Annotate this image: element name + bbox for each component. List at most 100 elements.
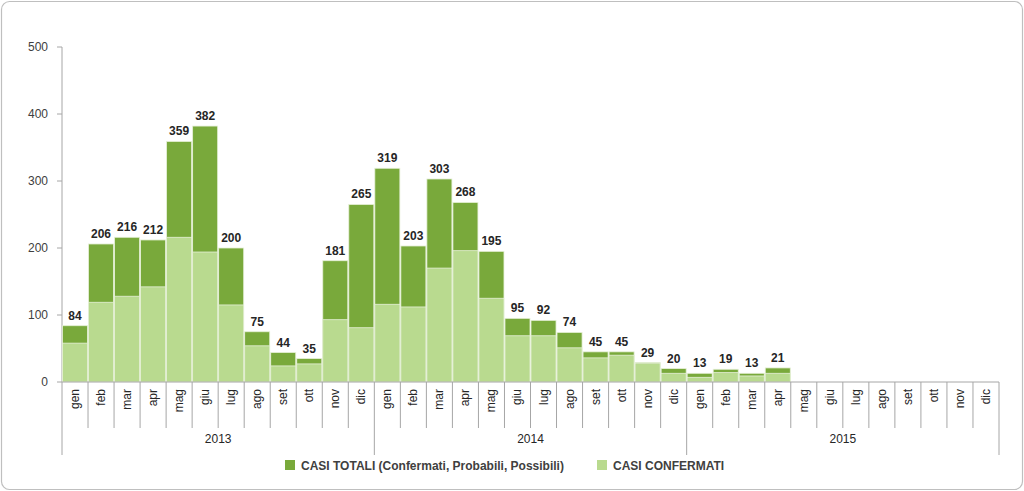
data-label: 35 — [303, 342, 317, 356]
category-separator — [270, 382, 271, 428]
bar — [219, 248, 244, 382]
bar — [453, 202, 478, 382]
x-tick-label: ott — [927, 388, 941, 402]
x-tick-label: giu — [198, 389, 212, 405]
y-tick — [57, 248, 62, 249]
category-separator — [634, 382, 635, 428]
bar — [583, 358, 608, 382]
x-tick-label: nov — [328, 389, 342, 408]
category-separator — [920, 382, 921, 428]
data-label: 212 — [143, 223, 163, 237]
bar — [63, 343, 88, 382]
data-label: 21 — [771, 351, 785, 365]
bar — [323, 320, 348, 382]
x-tick-label: apr — [771, 389, 785, 406]
bar — [453, 251, 478, 382]
category-separator — [868, 382, 869, 428]
bar — [687, 377, 712, 382]
category-separator — [88, 382, 89, 428]
x-tick-label: feb — [406, 389, 420, 406]
bar — [635, 363, 660, 382]
group-separator — [62, 382, 63, 455]
x-tick-label: giu — [823, 389, 837, 405]
x-tick-label: nov — [953, 389, 967, 408]
bar — [141, 287, 166, 382]
bar — [427, 179, 452, 382]
category-separator — [582, 382, 583, 428]
category-separator — [244, 382, 245, 428]
y-tick-label: 0 — [41, 375, 48, 389]
data-label: 203 — [403, 229, 423, 243]
bar — [531, 320, 556, 382]
x-tick-label: dic — [354, 389, 368, 404]
legend-label: CASI TOTALI (Confermati, Probabili, Poss… — [301, 459, 564, 473]
y-tick-label: 300 — [28, 174, 48, 188]
chart: 0100200300400500842062162123593822007544… — [0, 0, 1024, 491]
bar — [115, 296, 140, 382]
data-label: 75 — [251, 315, 265, 329]
x-tick-label: ago — [250, 389, 264, 409]
x-tick-label: gen — [68, 389, 82, 409]
bar — [661, 369, 686, 382]
data-label: 44 — [277, 336, 291, 350]
category-separator — [218, 382, 219, 428]
bar — [531, 336, 556, 382]
category-separator — [816, 382, 817, 428]
x-tick-label: feb — [94, 389, 108, 406]
data-label: 95 — [511, 301, 525, 315]
bar — [687, 373, 712, 382]
category-separator — [738, 382, 739, 428]
bar — [245, 332, 270, 382]
data-label: 195 — [481, 234, 501, 248]
data-label: 206 — [91, 227, 111, 241]
category-separator — [972, 382, 973, 428]
y-tick-label: 400 — [28, 107, 48, 121]
bar — [765, 368, 790, 382]
bar — [167, 237, 192, 382]
bar — [505, 318, 530, 382]
x-tick-label: set — [901, 388, 915, 405]
bar — [557, 332, 582, 382]
category-separator — [478, 382, 479, 428]
bar — [609, 352, 634, 382]
x-tick-label: nov — [641, 389, 655, 408]
bar — [401, 246, 426, 382]
data-label: 268 — [455, 185, 475, 199]
x-tick-label: dic — [667, 389, 681, 404]
y-tick-label: 200 — [28, 241, 48, 255]
data-label: 13 — [693, 356, 707, 370]
bar — [427, 268, 452, 382]
bar — [297, 364, 322, 382]
category-separator — [946, 382, 947, 428]
bar — [349, 204, 374, 382]
category-separator — [296, 382, 297, 428]
bar — [193, 252, 218, 382]
y-tick — [57, 114, 62, 115]
bar — [141, 240, 166, 382]
bar — [739, 373, 764, 382]
y-tick-label: 500 — [28, 40, 48, 54]
data-label: 216 — [117, 220, 137, 234]
y-tick — [57, 181, 62, 182]
group-label: 2015 — [829, 432, 856, 446]
x-tick-label: ott — [615, 388, 629, 402]
category-separator — [400, 382, 401, 428]
x-tick-label: mar — [745, 389, 759, 410]
x-tick-label: apr — [458, 389, 472, 406]
y-tick-label: 100 — [28, 308, 48, 322]
x-tick-label: gen — [380, 389, 394, 409]
bar — [661, 373, 686, 382]
x-tick-label: gen — [693, 389, 707, 409]
data-label: 13 — [745, 356, 759, 370]
category-separator — [114, 382, 115, 428]
y-tick — [57, 315, 62, 316]
y-tick — [57, 382, 62, 383]
data-label: 74 — [563, 315, 577, 329]
data-label: 84 — [68, 309, 82, 323]
bar — [349, 328, 374, 382]
bar — [219, 305, 244, 382]
bar — [557, 348, 582, 382]
category-separator — [842, 382, 843, 428]
x-tick-label: dic — [979, 389, 993, 404]
x-tick-label: feb — [719, 389, 733, 406]
